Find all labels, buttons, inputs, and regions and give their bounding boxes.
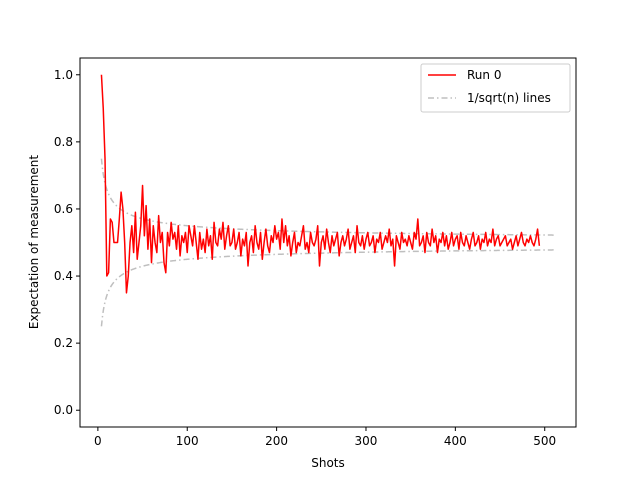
run0-line — [100, 74, 541, 294]
x-axis-label: Shots — [311, 456, 345, 470]
x-tick-label: 200 — [265, 434, 288, 448]
legend-frame — [420, 63, 571, 113]
lower-bound-line — [100, 249, 554, 327]
legend-label-run0: Run 0 — [467, 68, 501, 82]
x-tick-label: 500 — [533, 434, 556, 448]
y-tick-label: 0.4 — [54, 269, 73, 283]
x-axis-ticks: 0 100 200 300 400 500 — [94, 427, 556, 448]
y-tick-label: 1.0 — [54, 68, 73, 82]
y-tick-label: 0.0 — [54, 403, 73, 417]
legend: Run 0 1/sqrt(n) lines — [420, 63, 571, 113]
y-tick-label: 0.6 — [54, 202, 73, 216]
plot-frame — [79, 57, 577, 428]
x-tick-label: 100 — [176, 434, 199, 448]
y-tick-label: 0.2 — [54, 336, 73, 350]
legend-label-bounds: 1/sqrt(n) lines — [467, 91, 551, 105]
run-series-group — [100, 74, 541, 294]
x-tick-label: 300 — [355, 434, 378, 448]
x-tick-label: 0 — [94, 434, 102, 448]
y-axis-ticks: 0.0 0.2 0.4 0.6 0.8 1.0 — [54, 68, 80, 417]
x-tick-label: 400 — [444, 434, 467, 448]
y-axis-label: Expectation of measurement — [27, 155, 41, 330]
y-tick-label: 0.8 — [54, 135, 73, 149]
